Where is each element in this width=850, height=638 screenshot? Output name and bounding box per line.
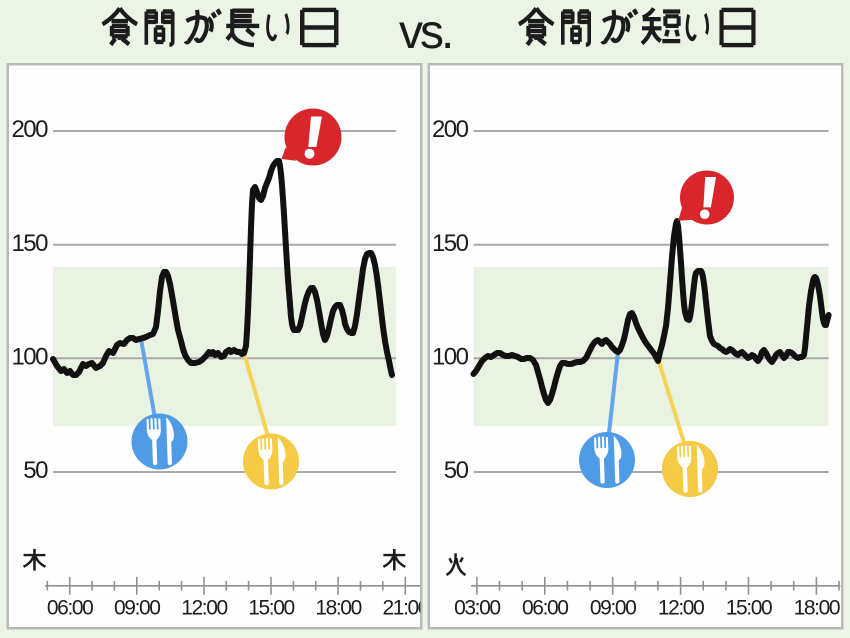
svg-text:100: 100 <box>432 344 469 371</box>
svg-text:50: 50 <box>23 457 48 484</box>
svg-text:100: 100 <box>11 344 48 371</box>
svg-text:15:00: 15:00 <box>726 596 772 619</box>
svg-text:09:00: 09:00 <box>114 596 160 619</box>
svg-text:50: 50 <box>444 457 469 484</box>
svg-text:12:00: 12:00 <box>658 596 704 619</box>
svg-text:09:00: 09:00 <box>590 596 636 619</box>
svg-text:18:00: 18:00 <box>315 596 361 619</box>
svg-text:15:00: 15:00 <box>248 596 294 619</box>
svg-text:200: 200 <box>432 116 469 143</box>
svg-text:150: 150 <box>11 230 48 257</box>
svg-text:vs.: vs. <box>399 6 451 59</box>
svg-text:06:00: 06:00 <box>522 596 568 619</box>
svg-text:200: 200 <box>11 116 48 143</box>
svg-text:150: 150 <box>432 230 469 257</box>
svg-text:21:00: 21:00 <box>383 596 429 619</box>
svg-text:18:00: 18:00 <box>794 596 840 619</box>
svg-text:12:00: 12:00 <box>181 596 227 619</box>
svg-text:06:00: 06:00 <box>47 596 93 619</box>
svg-text:03:00: 03:00 <box>454 596 500 619</box>
